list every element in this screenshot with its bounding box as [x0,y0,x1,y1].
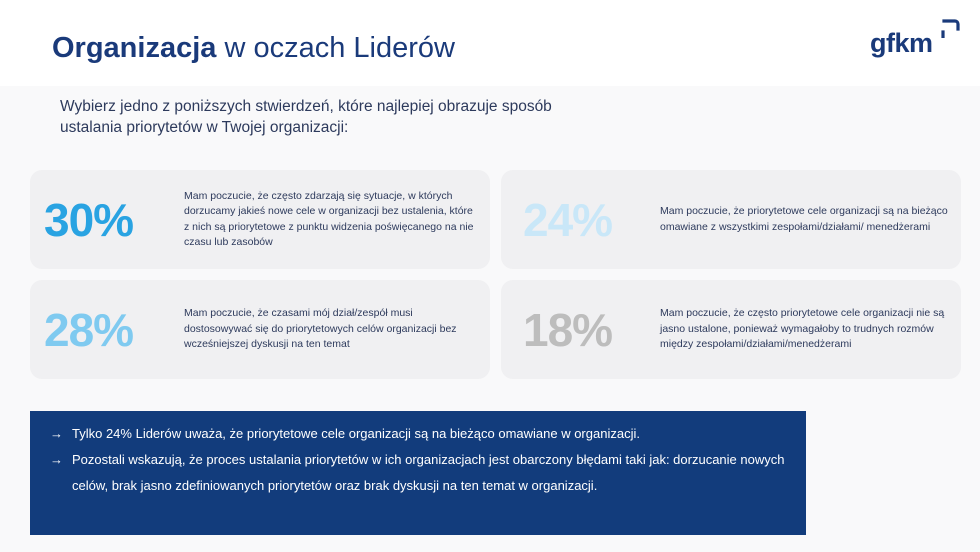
answer-card-18: 18% Mam poczucie, że często priorytetowe… [501,280,961,379]
answer-card-24: 24% Mam poczucie, że priorytetowe cele o… [501,170,961,269]
answer-text-content: Mam poczucie, że czasami mój dział/zespó… [184,307,457,351]
answer-percent: 28% [44,303,134,356]
answer-text: Mam poczucie, że często priorytetowe cel… [660,280,950,379]
summary-box: → Tylko 24% Liderów uważa, że prioryteto… [30,411,806,535]
gfkm-logo: gfkm [868,16,963,60]
page-title: Organizacja w oczach Liderów [52,32,455,65]
page-title-rest: w oczach Liderów [224,32,455,64]
bracket-logo-icon [941,19,960,38]
arrow-right-icon: → [50,452,63,467]
answer-text: Mam poczucie, że często zdarzają się syt… [184,170,474,269]
page-title-bold: Organizacja [52,32,217,64]
header-band [0,0,980,86]
survey-question: Wybierz jedno z poniższych stwierdzeń, k… [60,98,552,136]
answer-text: Mam poczucie, że priorytetowe cele organ… [660,170,950,269]
answer-text-content: Mam poczucie, że często priorytetowe cel… [660,307,945,351]
answer-card-30: 30% Mam poczucie, że często zdarzają się… [30,170,490,269]
arrow-right-icon: → [50,426,63,441]
answer-percent: 24% [523,193,613,246]
answer-text-content: Mam poczucie, że często zdarzają się syt… [184,189,474,249]
summary-bullet-text: Tylko 24% Liderów uważa, że priorytetowe… [72,426,640,441]
answer-percent: 18% [523,303,613,356]
answer-card-28: 28% Mam poczucie, że czasami mój dział/z… [30,280,490,379]
answer-percent: 30% [44,193,134,246]
logo-text: gfkm [870,28,933,58]
answer-text-content: Mam poczucie, że priorytetowe cele organ… [660,205,948,233]
answer-text: Mam poczucie, że czasami mój dział/zespó… [184,280,474,379]
summary-bullet-text: Pozostali wskazują, że proces ustalania … [72,452,785,493]
